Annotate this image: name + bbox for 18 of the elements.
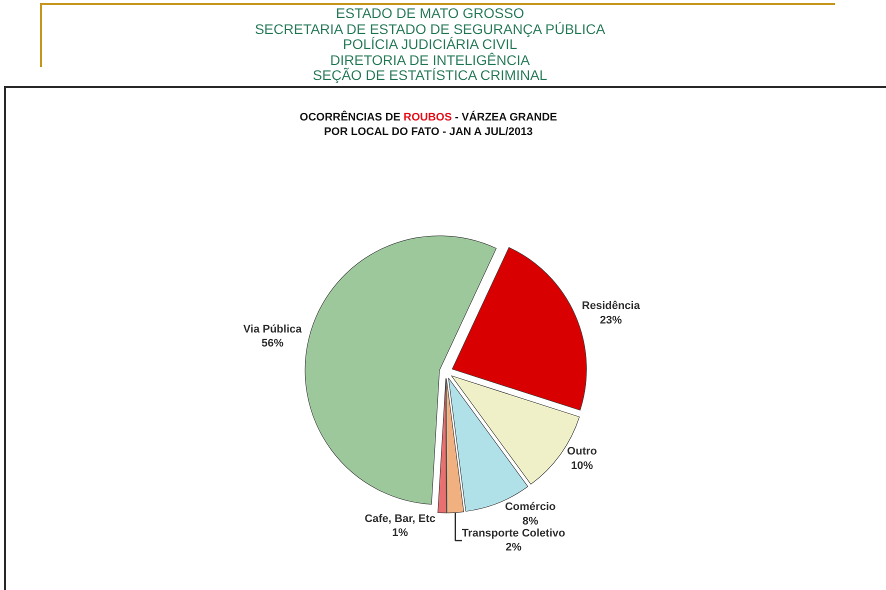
text: SECRETARIA DE ESTADO DE SEGURANÇA PÚBLICA <box>254 20 606 37</box>
slice-label: Comércio <box>504 501 556 514</box>
chart-title: OCORRÊNCIAS DE ROUBOS - VÁRZEA GRANDE POR LOCAL DO FATO - JAN A JUL/2013 <box>300 110 558 138</box>
text: DIRETORIA DE INTELIGÊNCIA <box>329 52 531 68</box>
data-label: 56% <box>261 338 284 350</box>
slice-label: Residência <box>582 300 641 312</box>
data-label: 10% <box>570 460 594 472</box>
data-label: 8% <box>522 515 539 528</box>
text: POLÍCIA JUDICIÁRIA CIVIL <box>342 36 518 52</box>
slice-label: Outro <box>567 446 598 458</box>
data-label: 1% <box>392 527 408 540</box>
text: SEÇÃO DE ESTATÍSTICA CRIMINAL <box>312 67 548 84</box>
slice-label: Cafe, Bar, Etc <box>364 512 436 525</box>
text: ESTADO DE MATO GROSSO <box>334 5 526 22</box>
data-label: 23% <box>600 314 622 326</box>
slice-label: Via Pública <box>243 323 303 336</box>
slice-label: Transporte Coletivo <box>462 527 566 540</box>
data-label: 2% <box>506 542 522 554</box>
